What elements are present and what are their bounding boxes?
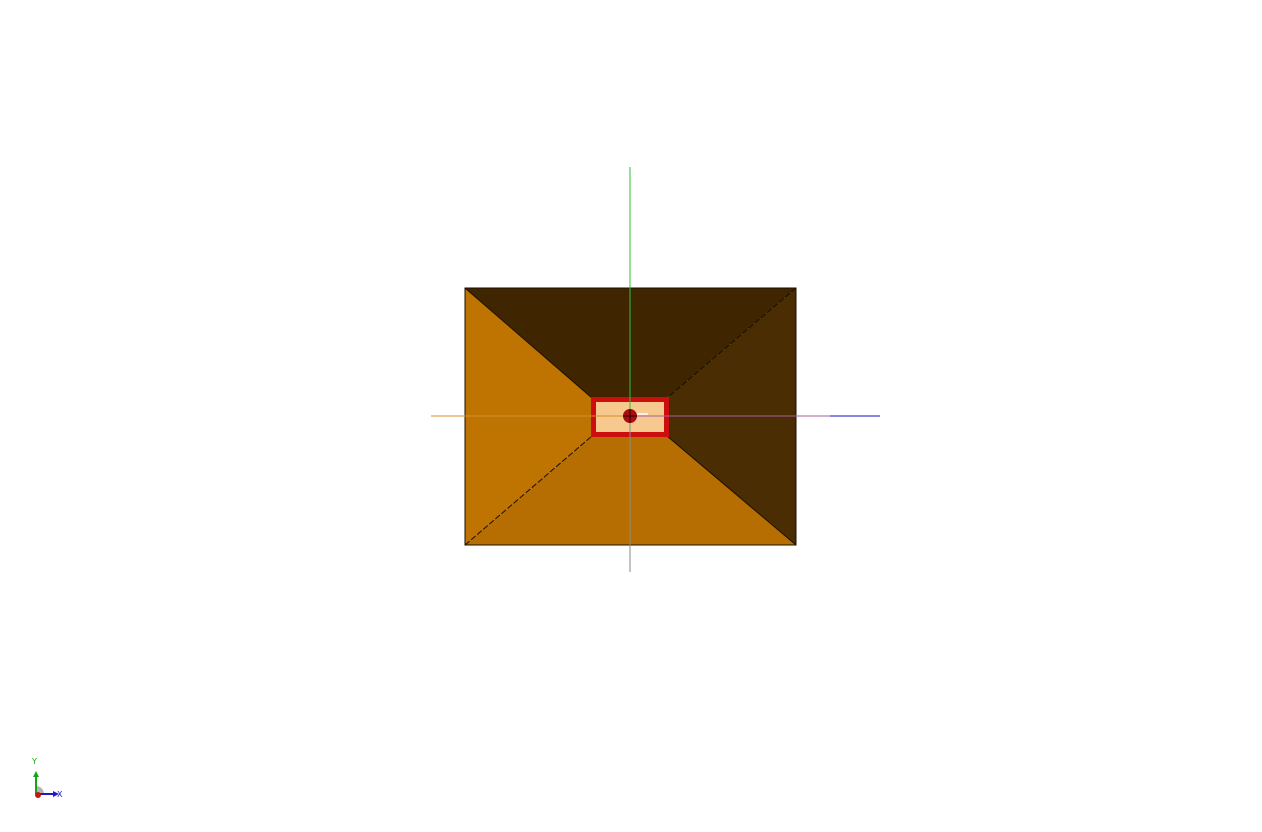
edge-top-right xyxy=(666,287,797,399)
triad-y-label: Y xyxy=(31,757,37,766)
triad-x-arrow xyxy=(53,791,59,797)
edge-bottom-right xyxy=(666,435,797,546)
edge-bottom-left xyxy=(464,435,593,546)
triad-z-axis xyxy=(35,792,41,798)
orientation-triad[interactable]: Y X xyxy=(26,752,86,812)
edge-top-left xyxy=(464,287,593,399)
triad-y-arrow xyxy=(33,771,39,777)
axes-triad-icon xyxy=(33,771,59,798)
triad-x-label: X xyxy=(57,790,63,799)
